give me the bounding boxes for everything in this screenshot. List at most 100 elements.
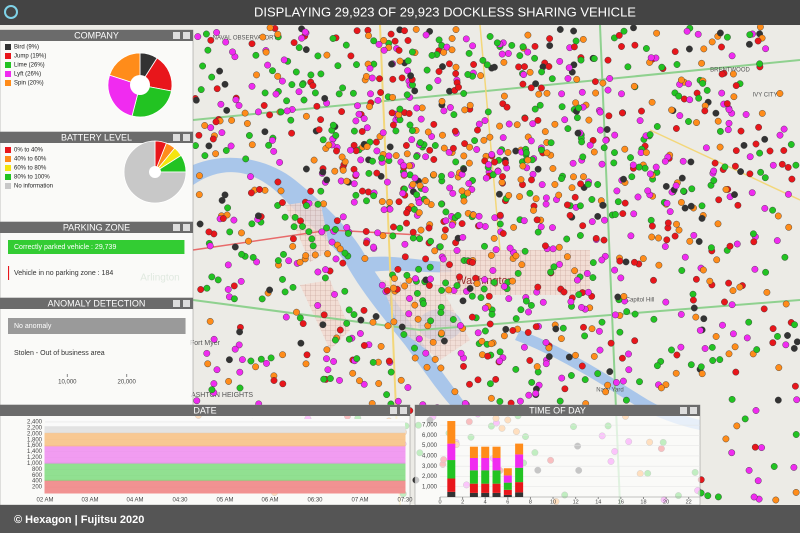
vehicle-dot [323,176,331,184]
vehicle-dot [627,154,634,162]
close-button[interactable] [690,407,697,414]
vehicle-dot [274,72,282,80]
vehicle-dot [502,159,509,167]
vehicle-dot [300,96,308,104]
vehicle-dot [279,380,287,388]
vehicle-dot [581,332,588,340]
app-icon[interactable] [4,5,18,19]
vehicle-dot [252,51,260,59]
vehicle-dot [302,46,310,53]
vehicle-dot [650,315,658,323]
vehicle-dot [369,318,377,326]
vehicle-dot [525,391,533,399]
vehicle-dot [487,251,495,259]
vehicle-dot [422,349,430,357]
vehicle-dot [769,325,777,332]
vehicle-dot [242,155,250,163]
minimize-button[interactable] [173,300,180,307]
vehicle-dot [478,337,486,345]
vehicle-dot [460,165,468,173]
vehicle-dot [448,221,456,229]
vehicle-dot [423,66,431,74]
vehicle-dot [646,131,654,139]
vehicle-dot [486,380,494,388]
close-button[interactable] [183,32,190,39]
vehicle-dot [630,24,637,32]
vehicle-dot [548,75,556,83]
close-button[interactable] [183,224,190,231]
vehicle-dot [465,50,473,57]
vehicle-dot [451,127,459,135]
vehicle-dot [462,35,470,43]
vehicle-dot [350,180,358,188]
vehicle-dot [363,143,371,151]
vehicle-dot [362,73,370,80]
vehicle-dot [292,68,300,76]
bar-segment [515,443,524,455]
vehicle-dot [571,193,579,201]
vehicle-dot [606,75,614,82]
vehicle-dot [509,327,517,334]
vehicle-dot [451,388,459,396]
vehicle-dot [411,344,418,352]
vehicle-dot [678,198,685,206]
vehicle-dot [533,363,541,370]
vehicle-dot [596,346,604,354]
minimize-button[interactable] [173,224,180,231]
vehicle-dot [578,303,585,311]
vehicle-dot [725,119,733,127]
vehicle-dot [556,58,564,65]
vehicle-dot [495,190,503,198]
bar-segment [503,475,512,483]
vehicle-dot [357,156,365,164]
vehicle-dot [678,267,686,274]
vehicle-dot [485,161,492,169]
close-button[interactable] [183,134,190,141]
vehicle-dot [774,212,782,220]
vehicle-dot [555,243,563,251]
vehicle-dot [403,219,410,227]
vehicle-dot [521,343,528,351]
vehicle-dot [278,77,286,85]
minimize-button[interactable] [173,134,180,141]
vehicle-dot [195,191,203,199]
vehicle-dot [696,326,704,334]
vehicle-dot [578,362,586,370]
x-tick-label: 0 [438,499,441,505]
vehicle-dot [780,125,788,133]
vehicle-dot [358,128,366,135]
minimize-button[interactable] [173,32,180,39]
vehicle-dot [579,153,587,161]
panel-title: TIME OF DAY [529,405,586,415]
vehicle-dot [517,176,525,184]
x-tick-label: 06 AM [261,498,278,504]
vehicle-dot [313,102,321,110]
vehicle-dot [630,210,638,218]
vehicle-dot [260,102,268,109]
vehicle-dot [770,463,778,470]
vehicle-dot [440,144,448,152]
vehicle-dot [459,297,467,305]
vehicle-dot [613,379,620,386]
vehicle-dot [339,84,346,92]
vehicle-dot [499,134,507,142]
vehicle-dot [604,381,611,389]
minimize-button[interactable] [390,407,397,414]
vehicle-dot [725,106,733,114]
legend-label: Lyft (26%) [14,72,41,78]
close-button[interactable] [400,407,407,414]
minimize-button[interactable] [680,407,687,414]
vehicle-dot [302,112,310,120]
vehicle-dot [299,320,307,327]
close-button[interactable] [183,300,190,307]
vehicle-dot [729,287,737,294]
vehicle-dot [774,396,782,404]
bar-segment [503,494,512,497]
vehicle-dot [288,129,295,137]
vehicle-dot [526,189,534,197]
vehicle-dot [730,70,737,78]
vehicle-dot [725,279,732,287]
vehicle-dot [366,65,374,72]
vehicle-dot [207,36,215,44]
